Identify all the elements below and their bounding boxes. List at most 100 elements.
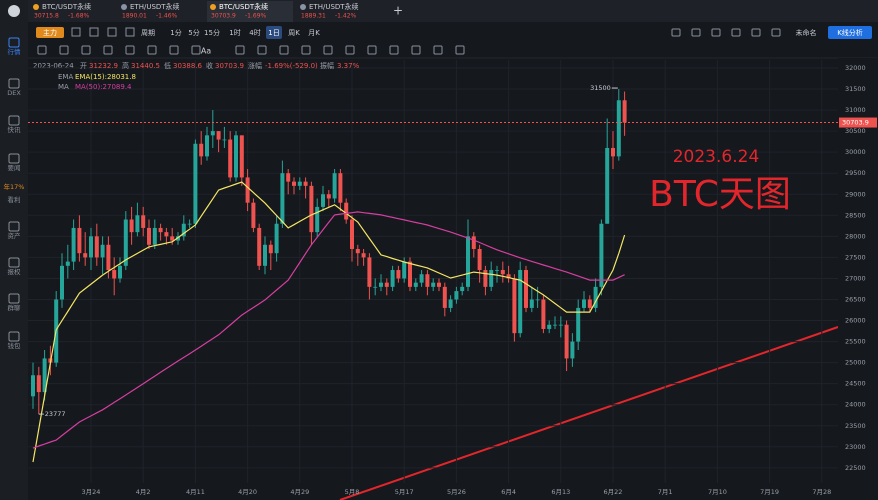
candle-body	[582, 299, 586, 308]
candle-body	[71, 227, 76, 262]
tab-change: -1.68%	[68, 13, 90, 20]
draw-tool-icon[interactable]	[191, 45, 201, 55]
x-tick-label: 6月4	[501, 488, 516, 496]
info-date: 2023-06-24	[33, 62, 74, 70]
tool-icon[interactable]	[107, 27, 117, 37]
draw-tool-icon[interactable]	[345, 45, 355, 55]
tab[interactable]	[30, 1, 116, 22]
candle-body	[216, 131, 221, 140]
period-label[interactable]: 周期	[141, 29, 155, 37]
interval[interactable]: 1日	[268, 29, 279, 37]
info-label: 开	[80, 62, 87, 70]
candle-body	[309, 185, 314, 233]
candle-body	[431, 282, 436, 287]
draw-tool-icon[interactable]	[125, 45, 135, 55]
sidebar-icon[interactable]	[8, 293, 20, 304]
new-tab[interactable]: +	[393, 4, 403, 18]
draw-tool-icon[interactable]	[103, 45, 113, 55]
interval[interactable]: 1时	[229, 28, 240, 37]
tab[interactable]	[297, 1, 383, 22]
sidebar-icon[interactable]	[8, 78, 20, 89]
candle-body	[321, 194, 325, 207]
interval[interactable]: 1分	[170, 28, 181, 37]
y-tick-label: 27500	[845, 253, 866, 261]
sidebar-icon[interactable]	[8, 115, 20, 126]
info-value: 3.37%	[337, 62, 360, 70]
sidebar-label: 看利	[8, 195, 21, 204]
tool-icon[interactable]	[691, 28, 701, 37]
interval[interactable]: 15分	[204, 28, 220, 37]
draw-tool-icon[interactable]	[433, 45, 443, 55]
draw-tool-icon[interactable]	[81, 45, 91, 55]
info-value: -1.69%(-529.0)	[265, 62, 318, 70]
draw-tool-icon[interactable]	[235, 45, 245, 55]
tab[interactable]	[118, 1, 204, 22]
draw-tool-icon[interactable]	[147, 45, 157, 55]
candle-body	[373, 286, 378, 288]
info-label: 高	[122, 61, 129, 70]
indicator-name: MA	[58, 83, 69, 91]
interval[interactable]: 4时	[249, 28, 260, 37]
draw-tool-icon[interactable]	[367, 45, 377, 55]
tab-icon	[210, 4, 216, 10]
tool-icon[interactable]	[671, 28, 681, 37]
sidebar-icon[interactable]	[8, 221, 20, 232]
sidebar-icon[interactable]	[8, 153, 20, 164]
draw-tool-icon[interactable]	[389, 45, 399, 55]
logo[interactable]	[8, 5, 20, 17]
tool-icon[interactable]	[731, 28, 741, 37]
candle-body	[541, 299, 546, 329]
candle-body	[239, 135, 244, 178]
draw-tool-icon[interactable]	[323, 45, 333, 55]
tab[interactable]	[207, 1, 293, 22]
tool-icon[interactable]	[771, 28, 781, 37]
candle-body	[164, 232, 169, 237]
candle-body	[570, 341, 575, 359]
tool-icon[interactable]	[89, 27, 99, 37]
interval[interactable]: 周K	[288, 29, 300, 37]
y-tick-label: 25500	[845, 338, 866, 346]
draw-tool-icon[interactable]	[257, 45, 267, 55]
axis-area	[838, 58, 878, 500]
analysis-button[interactable]	[828, 26, 872, 39]
layout-name[interactable]: 未命名	[796, 28, 817, 37]
draw-tool-icon[interactable]	[59, 45, 69, 55]
draw-tool-icon[interactable]	[455, 45, 465, 55]
draw-tool-icon[interactable]	[279, 45, 289, 55]
sidebar-label: 行情	[8, 47, 22, 56]
tool-icon[interactable]	[711, 28, 721, 37]
candle-body	[408, 261, 412, 287]
candle-body	[338, 173, 343, 203]
tool-icon[interactable]	[71, 27, 81, 37]
sidebar-icon[interactable]	[8, 257, 20, 268]
sidebar-label: 年17%	[4, 182, 25, 191]
x-tick-label: 6月13	[551, 488, 570, 496]
x-tick-label: 7月19	[760, 488, 779, 496]
candle-body	[263, 244, 267, 266]
tool-icon[interactable]	[125, 27, 135, 37]
tool-icon[interactable]	[751, 28, 761, 37]
draw-tool-icon[interactable]	[37, 45, 47, 55]
font-tool[interactable]: Aa	[201, 47, 211, 56]
candle-body	[466, 236, 470, 287]
candle-body	[147, 227, 151, 245]
y-tick-label: 31000	[845, 106, 866, 114]
main-button[interactable]	[36, 27, 64, 38]
candle-body	[506, 274, 511, 279]
candle-body	[419, 274, 424, 283]
x-tick-label: 5月8	[345, 488, 360, 496]
candle-body	[234, 135, 238, 178]
sidebar-icon[interactable]	[8, 331, 20, 342]
interval[interactable]: 月K	[308, 29, 320, 37]
draw-tool-icon[interactable]	[169, 45, 179, 55]
y-tick-label: 23000	[845, 443, 866, 451]
draw-tool-icon[interactable]	[301, 45, 311, 55]
candle-body	[210, 131, 215, 136]
draw-tool-icon[interactable]	[411, 45, 421, 55]
plot: 22500 23000 23500 24000 24500 25000 25500 26000…	[28, 58, 878, 500]
interval[interactable]: 5分	[188, 28, 199, 37]
candle-body	[83, 253, 88, 258]
x-tick-label: 5月26	[447, 488, 466, 496]
sidebar-icon[interactable]	[8, 37, 20, 48]
y-tick-label: 30000	[845, 148, 866, 156]
